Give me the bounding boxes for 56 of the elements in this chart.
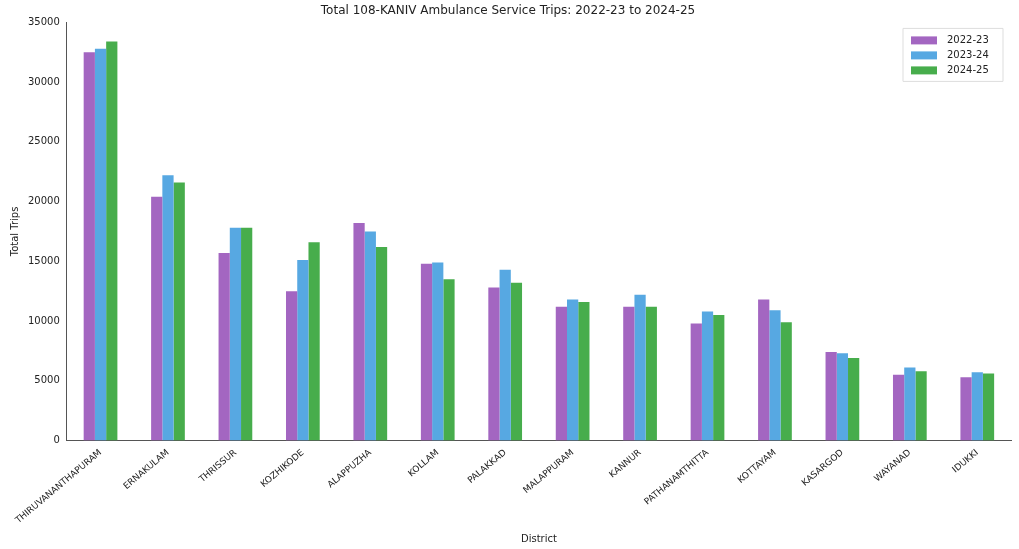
bar	[173, 182, 185, 441]
bar	[971, 372, 983, 441]
bar	[375, 246, 388, 441]
bar	[420, 263, 433, 441]
bar	[960, 377, 972, 441]
bar	[578, 301, 590, 441]
legend-label: 2024-25	[947, 63, 989, 75]
bar	[848, 358, 860, 441]
bar	[567, 299, 579, 441]
bar	[499, 269, 511, 441]
bar	[83, 52, 95, 441]
bar	[297, 260, 309, 441]
bar	[758, 299, 770, 441]
bar	[106, 41, 118, 441]
bar	[780, 322, 792, 441]
y-tick-label: 20000	[28, 195, 60, 207]
y-axis-title: Total Trips	[8, 206, 20, 258]
bar	[432, 262, 444, 441]
y-tick-label: 0	[53, 434, 60, 446]
y-tick-label: 30000	[28, 75, 60, 87]
bar	[825, 352, 837, 441]
bar	[892, 374, 905, 441]
chart-title: Total 108-KANIV Ambulance Service Trips: 2022-23 to 2024-25	[319, 3, 696, 18]
bar	[241, 227, 253, 441]
bar	[308, 242, 320, 441]
bar	[982, 373, 995, 441]
x-axis-title: District	[520, 532, 557, 544]
bar	[364, 231, 376, 441]
y-tick-label: 15000	[28, 254, 60, 266]
bar	[623, 306, 635, 441]
legend-label: 2023-24	[947, 48, 989, 60]
bar	[904, 367, 916, 441]
bar	[353, 223, 365, 441]
bar	[915, 371, 927, 441]
bar	[645, 306, 657, 441]
bar	[151, 196, 163, 441]
y-tick-label: 25000	[28, 135, 60, 147]
bar	[218, 252, 230, 441]
bar	[94, 48, 107, 441]
y-tick-label: 5000	[34, 374, 60, 386]
bar	[713, 315, 725, 441]
legend-label: 2022-23	[947, 33, 989, 45]
bar	[690, 323, 702, 441]
bar	[162, 175, 174, 441]
bar	[488, 287, 500, 441]
bar	[555, 306, 568, 441]
bar	[769, 310, 781, 441]
bar	[701, 311, 714, 441]
y-tick-label: 10000	[28, 314, 60, 326]
bar	[634, 294, 646, 441]
bar	[443, 279, 455, 441]
bar	[286, 291, 298, 441]
bar	[836, 353, 849, 441]
y-tick-label: 35000	[28, 15, 60, 27]
bar	[510, 282, 523, 441]
bar	[229, 227, 242, 441]
